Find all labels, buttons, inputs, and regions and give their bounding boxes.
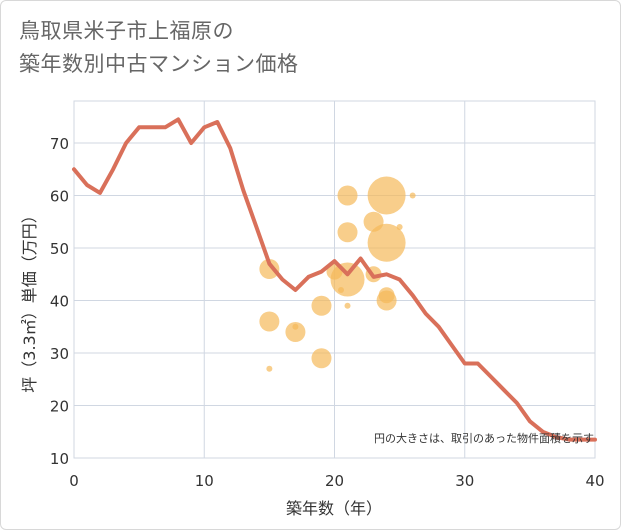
scatter-point — [330, 262, 365, 297]
x-tick-label: 20 — [325, 472, 344, 490]
chart-title-line-1: 鳥取県米子市上福原の — [19, 19, 234, 43]
line-series — [72, 117, 597, 442]
scatter-point — [292, 323, 299, 330]
scatter-point — [337, 222, 358, 243]
x-tick-label: 10 — [195, 472, 214, 490]
y-tick-label: 40 — [50, 293, 69, 311]
scatter-series — [259, 176, 416, 372]
scatter-point — [376, 290, 397, 311]
bubble-size-note: 円の大きさは、取引のあった物件面積を示す — [374, 431, 594, 445]
y-tick-label: 50 — [50, 240, 69, 258]
y-tick-label: 20 — [50, 398, 69, 416]
scatter-point — [311, 348, 332, 369]
scatter-point — [396, 224, 403, 230]
chart-title: 鳥取県米子市上福原の 築年数別中古マンション価格 — [19, 15, 299, 81]
y-tick-label: 10 — [50, 450, 69, 468]
y-tick-label: 70 — [50, 135, 69, 153]
grid-lines — [73, 100, 596, 459]
y-tick-label: 60 — [50, 188, 69, 206]
x-tick-label: 40 — [585, 472, 604, 490]
scatter-point — [367, 176, 406, 215]
y-axis-label: 坪（3.3㎡）単価（万円） — [20, 207, 39, 392]
chart-title-line-2: 築年数別中古マンション価格 — [19, 52, 299, 76]
scatter-point — [266, 365, 273, 372]
scatter-point — [259, 311, 280, 332]
scatter-point — [311, 295, 332, 316]
scatter-point — [338, 287, 345, 293]
x-tick-label: 30 — [455, 472, 474, 490]
x-axis-label: 築年数（年） — [286, 499, 382, 518]
scatter-point — [409, 192, 416, 199]
scatter-point — [367, 223, 406, 262]
scatter-point — [285, 322, 306, 342]
scatter-point — [337, 185, 358, 206]
x-tick-label: 0 — [69, 472, 79, 490]
y-tick-label: 30 — [50, 345, 69, 363]
average-price-line — [72, 117, 597, 442]
scatter-point — [344, 302, 351, 309]
scatter-point — [259, 259, 280, 279]
